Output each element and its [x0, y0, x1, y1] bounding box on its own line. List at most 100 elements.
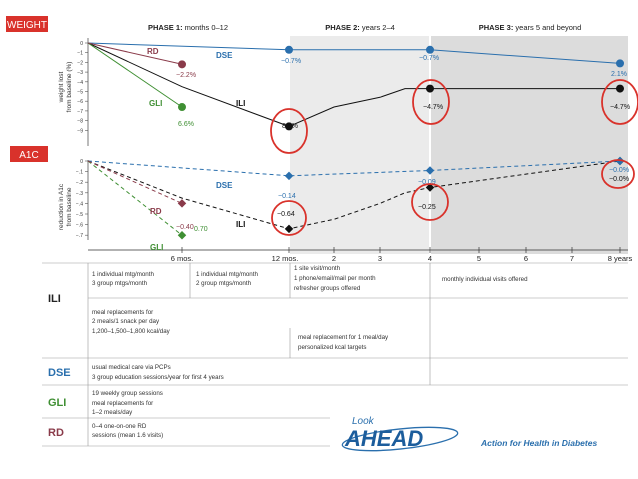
- weight-ylabel-2: from baseline (%): [66, 62, 73, 113]
- gli-line: meal replacements for: [92, 400, 153, 407]
- x-tick-label: 6: [524, 254, 528, 263]
- highlight-circle: [601, 79, 638, 125]
- weight-point-gli: [178, 103, 186, 112]
- weight-y-tick-label: −3: [77, 70, 83, 76]
- weight-point-ili: [285, 122, 293, 131]
- a1c-series-line-ili: [87, 160, 621, 230]
- weight-y-tick-label: 0: [80, 41, 83, 47]
- weight-y-tick-label: −1: [77, 51, 83, 57]
- row-head-rd: RD: [48, 427, 64, 439]
- weight-plot: [87, 42, 624, 131]
- gli-a1c-series-label: GLI: [150, 243, 163, 252]
- weight-y-tick-label: −7: [77, 109, 83, 115]
- row-head-gli: GLI: [48, 397, 66, 409]
- highlight-circles: [270, 79, 638, 236]
- phase-1-header: PHASE 1: months 0–12: [148, 23, 228, 32]
- highlight-circle: [601, 159, 635, 189]
- row-head-dse: DSE: [48, 367, 71, 379]
- ili-weight-4yr-value: −4.7%: [423, 104, 443, 111]
- a1c-y-tick-label: −.6: [76, 223, 83, 229]
- a1c-y-tick-label: −.5: [76, 212, 83, 218]
- weight-point-ili: [426, 84, 434, 93]
- rd-weight-series-label: RD: [147, 47, 159, 56]
- ili-a1c-8yr-value: −0.0%: [609, 176, 629, 183]
- weight-series-line-dse: [87, 42, 621, 64]
- a1c-y-tick-label: −.3: [76, 191, 83, 197]
- x-tick-label: 8 years: [608, 254, 633, 263]
- a1c-series-line-dse: [87, 160, 621, 177]
- weight-series-line-ili: [87, 42, 620, 127]
- x-tick-label: 2: [332, 254, 336, 263]
- a1c-point-gli: [177, 230, 187, 240]
- ili-a1c-4yr-value: −0.25: [418, 204, 436, 211]
- ili-p1a-line: 1 individual mtg/month: [92, 271, 154, 278]
- a1c-series-line-rd: [87, 160, 183, 204]
- weight-ylabel-1: weight lost: [58, 71, 65, 103]
- rd-line: 0–4 one-on-one RD: [92, 423, 147, 430]
- ili-p1a-line: 3 group mtgs/month: [92, 280, 148, 287]
- dse-weight-4yr-value: −0.7%: [419, 55, 439, 62]
- ili-a1c-series-label: ILI: [236, 220, 245, 229]
- weight-y-tick-label: −4: [77, 80, 83, 86]
- ili-weight-12mo-value: 8.6%: [282, 123, 298, 130]
- x-tick-label: 5: [477, 254, 481, 263]
- x-tick-label: 12 mos.: [272, 254, 299, 263]
- dse-line: usual medical care via PCPs: [92, 364, 171, 371]
- a1c-ylabel-1: reduction in A1c: [58, 183, 65, 230]
- weight-badge-label: WEIGHT: [7, 20, 47, 31]
- ili-p1b-line: 2 group mtgs/month: [196, 280, 252, 287]
- ili-p2-line: 1 phone/email/mail per month: [294, 275, 376, 282]
- ili-p2-line: 1 site visit/month: [294, 265, 341, 272]
- phase-3-header: PHASE 3: years 5 and beyond: [479, 23, 582, 32]
- highlight-circle: [411, 183, 449, 221]
- a1c-y-tick-label: −.7: [76, 233, 83, 239]
- gli-a1c-value: 0.70: [194, 226, 208, 233]
- highlight-circle: [270, 108, 308, 154]
- phase-2-shade: [290, 36, 430, 254]
- logo-look: Look: [352, 416, 375, 427]
- dse-weight-8yr-value: 2.1%: [611, 71, 627, 78]
- a1c-point-dse: [425, 166, 435, 175]
- dse-a1c-series-label: DSE: [216, 181, 233, 190]
- highlight-circle: [412, 79, 450, 125]
- rd-line: sessions (mean 1.6 visits): [92, 432, 163, 439]
- a1c-y-tick-label: −.4: [76, 201, 83, 207]
- gli-weight-value: 6.6%: [178, 121, 194, 128]
- ili-meal-line: meal replacements for: [92, 309, 153, 316]
- highlight-circle: [271, 200, 307, 236]
- weight-point-dse: [616, 59, 624, 68]
- x-tick-label: 4: [428, 254, 432, 263]
- phase-3-shade: [430, 36, 628, 254]
- ili-meal-line: 1,200–1,500–1,800 kcal/day: [92, 328, 171, 335]
- a1c-series-line-gli: [87, 160, 183, 236]
- gli-line: 1–2 meals/day: [92, 409, 133, 416]
- x-tick-label: 3: [378, 254, 382, 263]
- ili-p1b-line: 1 individual mtg/month: [196, 271, 258, 278]
- a1c-point-dse: [284, 171, 294, 181]
- weight-point-ili: [616, 84, 624, 93]
- dse-a1c-4yr-value: −0.09: [418, 179, 436, 186]
- row-head-ili: ILI: [48, 293, 61, 305]
- phase-2-header: PHASE 2: years 2–4: [325, 23, 395, 32]
- a1c-point-ili: [425, 183, 435, 192]
- dse-weight-series-label: DSE: [216, 51, 233, 60]
- rd-weight-value: −2.2%: [176, 72, 196, 79]
- weight-point-dse: [426, 45, 434, 54]
- lookahead-logo: Look AHEAD Action for Health in Diabetes: [341, 416, 597, 452]
- a1c-ylabel-2: from baseline: [66, 187, 73, 226]
- weight-y-tick-label: −8: [77, 119, 83, 125]
- x-tick-label: 7: [570, 254, 574, 263]
- gli-line: 19 weekly group sessions: [92, 390, 163, 397]
- ili-meal-line: 2 meals/1 snack per day: [92, 318, 160, 325]
- x-ticks: 6 mos. 12 mos. 2 3 4 5 6 7 8 years: [171, 247, 633, 263]
- weight-y-tick-label: −9: [77, 128, 83, 134]
- a1c-point-rd: [177, 199, 187, 208]
- a1c-y-tick-label: 0: [80, 159, 83, 165]
- a1c-y-ticks: 0 −.1 −.2 −.3 −.4 −.5 −.6 −.7: [76, 159, 88, 239]
- weight-point-rd: [178, 60, 186, 69]
- ili-p2-line: refresher groups offered: [294, 285, 361, 292]
- a1c-y-tick-label: −.1: [76, 170, 83, 176]
- weight-y-tick-label: −2: [77, 60, 83, 66]
- weight-y-ticks: 0 −1 −2 −3 −4 −5 −6 −7 −8 −9: [77, 41, 88, 134]
